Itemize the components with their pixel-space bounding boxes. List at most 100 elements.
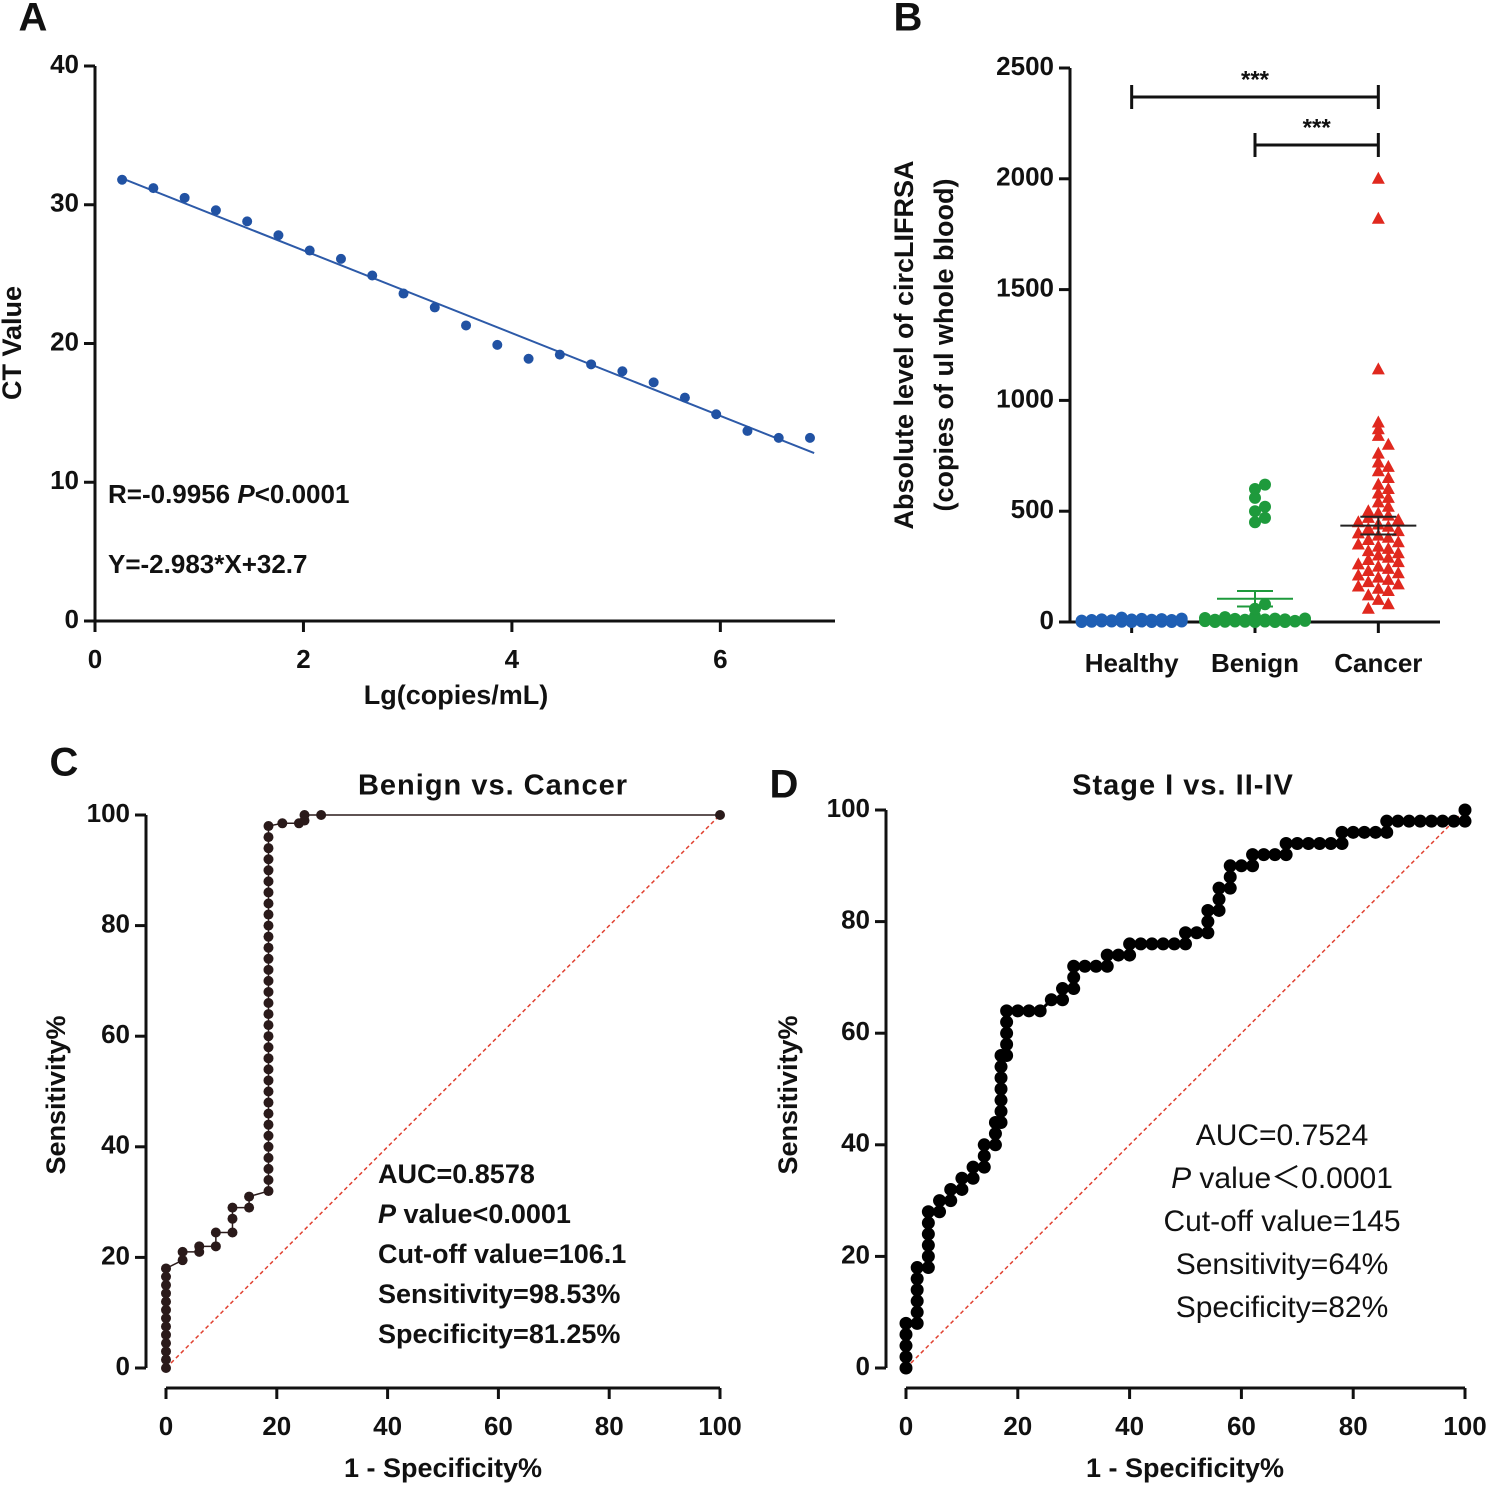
point	[994, 1104, 1008, 1118]
point	[1201, 903, 1215, 917]
y-tick-label: 20	[50, 326, 79, 356]
annotation: Specificity=81.25%	[378, 1319, 620, 1349]
panel-label: C	[50, 741, 79, 785]
point	[161, 1288, 171, 1299]
point	[715, 810, 725, 820]
point	[1361, 504, 1375, 517]
point	[1361, 521, 1375, 534]
point	[263, 887, 274, 898]
point	[921, 1216, 935, 1230]
point	[1361, 544, 1375, 557]
chart-title: Stage I vs. II-IV	[1072, 770, 1294, 802]
point	[1246, 859, 1260, 873]
point	[1371, 559, 1385, 572]
annotation-text: Y=-2.983*X+32.7	[108, 549, 308, 579]
point	[263, 1031, 274, 1042]
y-axis-label: Sensitivity%	[41, 1015, 71, 1174]
x-tick-label: Benign	[1211, 648, 1299, 678]
point	[994, 1115, 1008, 1129]
y-tick-label: 0	[1040, 605, 1054, 635]
error-bar	[1360, 515, 1397, 536]
point	[1301, 836, 1315, 850]
point	[1371, 477, 1385, 490]
point	[955, 1182, 969, 1196]
point	[1391, 814, 1405, 828]
point	[227, 1202, 238, 1213]
annotation-text: P	[378, 1199, 397, 1229]
point	[1085, 615, 1098, 628]
x-tick-label: 60	[484, 1411, 513, 1441]
point	[227, 1227, 238, 1238]
point	[1111, 948, 1125, 962]
point	[1223, 870, 1237, 884]
point	[1259, 500, 1271, 513]
point	[1381, 437, 1395, 450]
point	[1371, 455, 1385, 468]
point	[994, 1093, 1008, 1107]
point	[977, 1160, 991, 1174]
annotation-text: Cut-off value=106.1	[378, 1239, 626, 1269]
point	[117, 174, 128, 185]
point	[1371, 422, 1385, 435]
point	[263, 1086, 274, 1097]
point	[1201, 915, 1215, 929]
point	[977, 1149, 991, 1163]
x-tick-label: 6	[713, 644, 727, 674]
point	[994, 1060, 1008, 1074]
annotation-text: P	[237, 479, 255, 509]
point	[1371, 446, 1385, 459]
point	[554, 349, 565, 360]
annotation: Cut-off value=106.1	[378, 1239, 626, 1269]
point	[1381, 482, 1395, 495]
annotation: R=-0.9956 P<0.0001	[108, 479, 349, 509]
y-tick-label: 40	[50, 49, 79, 79]
point	[1361, 564, 1375, 577]
point	[1044, 993, 1058, 1007]
point	[273, 230, 284, 241]
annotation-text: Sensitivity=98.53%	[378, 1279, 620, 1309]
point	[1239, 615, 1251, 628]
point	[1067, 970, 1081, 984]
point	[994, 1082, 1008, 1096]
point	[617, 366, 628, 377]
point	[1067, 959, 1081, 973]
annotation: P value<0.0001	[378, 1199, 571, 1229]
point	[1249, 613, 1261, 626]
point	[1022, 1004, 1036, 1018]
point	[1371, 581, 1385, 594]
point	[263, 986, 274, 997]
annotation: Sensitivity=98.53%	[378, 1279, 620, 1309]
point	[1391, 535, 1405, 548]
annotation-text: Sensitivity=64%	[1176, 1248, 1389, 1281]
point	[1000, 1015, 1014, 1029]
point	[263, 1009, 274, 1020]
point	[944, 1194, 958, 1208]
point	[194, 1241, 205, 1252]
point	[1371, 592, 1385, 605]
point	[148, 183, 159, 194]
y-tick-label: 0	[65, 604, 79, 634]
point	[177, 1246, 188, 1257]
point	[1371, 428, 1385, 441]
panel-label: D	[770, 763, 799, 807]
point	[1212, 903, 1226, 917]
point	[277, 818, 288, 829]
y-tick-label: 500	[1011, 494, 1054, 524]
point	[1381, 561, 1395, 574]
point	[933, 1205, 947, 1219]
point	[1234, 859, 1248, 873]
point	[316, 810, 327, 820]
point	[161, 1304, 171, 1315]
x-tick-label: 0	[159, 1411, 173, 1441]
point	[1458, 814, 1472, 828]
point	[910, 1283, 924, 1297]
point	[1056, 982, 1070, 996]
point	[921, 1249, 935, 1263]
point	[263, 942, 274, 953]
point	[977, 1138, 991, 1152]
point	[177, 1255, 188, 1266]
point	[1249, 483, 1261, 496]
point	[1371, 570, 1385, 583]
y-tick-label: 2000	[996, 162, 1054, 192]
point	[1351, 515, 1365, 528]
